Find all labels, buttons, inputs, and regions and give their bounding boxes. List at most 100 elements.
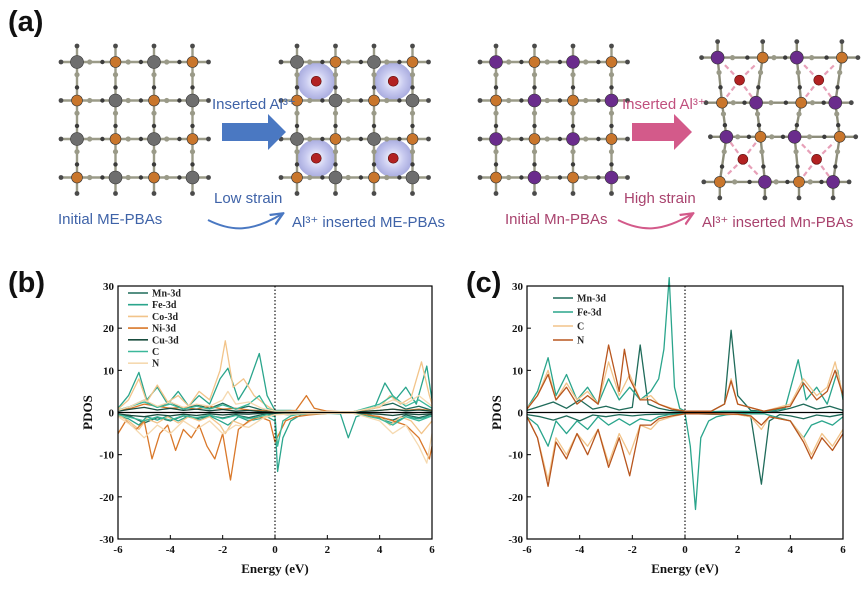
lattice-stub-atom — [708, 134, 713, 140]
x-tick-label: -2 — [628, 544, 638, 556]
lattice-stub-atom — [532, 191, 537, 196]
lattice-stub-atom — [477, 136, 483, 142]
mn-atom — [789, 50, 804, 65]
cyanide-atom — [332, 149, 339, 155]
y-tick-label: 0 — [109, 408, 115, 420]
high-strain-curved-arrow-icon — [617, 214, 692, 230]
metal-atom — [70, 132, 84, 146]
cyanide-atom — [100, 136, 105, 142]
cyanide-atom — [345, 174, 351, 181]
cyanide-atom — [735, 134, 741, 140]
lattice-stub-atom — [796, 195, 802, 201]
lattice-stub-atom — [625, 175, 630, 180]
x-tick-label: -6 — [522, 544, 532, 556]
fe-atom — [528, 133, 541, 145]
cyanide-atom — [164, 136, 170, 142]
cyanide-atom — [190, 85, 195, 90]
fe-atom — [793, 176, 805, 188]
cyanide-atom — [333, 162, 338, 167]
cyanide-atom — [797, 85, 802, 90]
lattice-stub-atom — [58, 98, 64, 103]
al-inserted-me-pbas-label: Al³⁺ inserted ME-PBAs — [292, 214, 445, 231]
fe-atom — [833, 131, 846, 143]
lattice-stub-atom — [58, 136, 64, 142]
metal-atom — [367, 55, 381, 69]
series-line-c-down — [526, 413, 844, 481]
metal-atom — [147, 132, 161, 146]
cyanide-atom — [397, 175, 402, 180]
lattice-stub-atom — [477, 98, 483, 103]
cyanide-atom — [768, 100, 774, 106]
cyanide-atom — [519, 136, 524, 142]
cyanide-atom — [125, 174, 131, 181]
cyanide-atom — [151, 149, 157, 155]
y-tick-label: 0 — [518, 408, 524, 420]
legend-label-mn-3d: Mn-3d — [577, 294, 606, 305]
cyanide-atom — [780, 134, 786, 139]
cyanide-atom — [125, 136, 131, 142]
y-axis-title: PDOS — [489, 395, 504, 430]
pink-block-arrow-icon — [632, 114, 692, 150]
cyanide-atom — [371, 110, 377, 116]
cyanide-atom — [795, 164, 800, 169]
cyanide-atom — [493, 72, 499, 78]
series-line-n-up — [117, 390, 433, 413]
cyanide-atom — [371, 72, 377, 78]
cyanide-atom — [410, 85, 415, 90]
lattice-stub-atom — [410, 191, 415, 196]
lattice-stub-atom — [717, 195, 723, 201]
lattice-stub-atom — [493, 43, 499, 49]
cyanide-atom — [493, 149, 499, 155]
cyanide-atom — [358, 136, 364, 142]
cyanide-atom — [793, 149, 799, 155]
y-tick-label: 20 — [103, 323, 115, 335]
cyanide-atom — [609, 123, 614, 129]
cyanide-atom — [596, 175, 601, 180]
fe-atom — [406, 133, 419, 145]
lattice-stub-atom — [278, 59, 284, 65]
lattice-stub-atom — [278, 98, 284, 103]
cyanide-atom — [836, 123, 841, 128]
lattice-stub-atom — [830, 195, 836, 201]
cyanide-atom — [138, 175, 144, 180]
metal-atom — [405, 93, 420, 108]
metal-atom — [405, 170, 420, 185]
cyanide-atom — [506, 59, 512, 65]
cyanide-atom — [74, 72, 80, 78]
cyanide-atom — [519, 98, 524, 103]
cyanide-atom — [320, 175, 325, 180]
x-tick-label: -4 — [166, 544, 176, 556]
fe-atom — [528, 56, 541, 68]
cyanide-atom — [332, 110, 339, 116]
cyanide-atom — [345, 97, 351, 104]
y-tick-label: 30 — [103, 281, 115, 293]
lattice-stub-atom — [371, 43, 377, 49]
cyanide-atom — [609, 85, 614, 90]
cyanide-atom — [87, 136, 93, 142]
cyanide-atom — [320, 98, 325, 103]
metal-atom — [328, 93, 343, 108]
cyanide-atom — [835, 85, 840, 90]
lattice-stub-atom — [701, 179, 707, 185]
cyanide-atom — [177, 59, 182, 65]
lattice-stub-atom — [151, 43, 157, 49]
blue-block-arrow-icon — [222, 114, 286, 150]
series-line-c-down — [117, 412, 433, 447]
series-line-n-down — [526, 413, 844, 487]
fe-atom — [71, 94, 83, 107]
legend-label-fe-3d: Fe-3d — [577, 308, 602, 319]
cyanide-atom — [164, 59, 170, 65]
cyanide-atom — [112, 72, 119, 78]
y-tick-label: 10 — [103, 365, 115, 377]
cyanide-atom — [596, 98, 601, 103]
cyanide-atom — [531, 110, 538, 116]
y-tick-label: -20 — [508, 492, 523, 504]
al-ion — [310, 152, 322, 164]
cyanide-atom — [608, 110, 615, 116]
lattice-stub-atom — [58, 59, 64, 65]
lattice-stub-atom — [206, 175, 211, 180]
cyanide-atom — [583, 59, 589, 65]
lattice-stub-atom — [206, 136, 211, 142]
cyanide-atom — [757, 69, 764, 76]
lattice-stub-atom — [190, 43, 195, 49]
